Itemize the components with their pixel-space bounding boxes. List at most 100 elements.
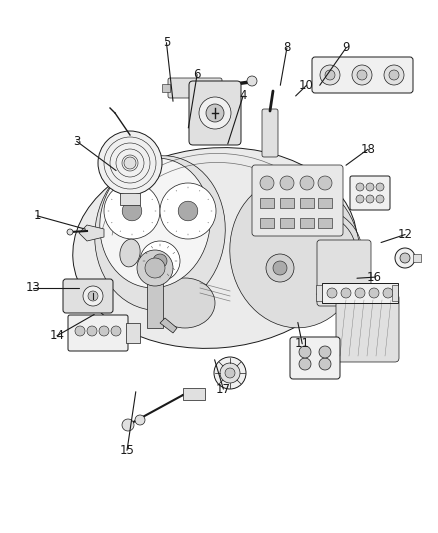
Ellipse shape xyxy=(155,278,215,328)
Bar xyxy=(300,198,314,208)
Circle shape xyxy=(124,157,136,169)
FancyBboxPatch shape xyxy=(252,165,343,236)
Circle shape xyxy=(366,195,374,203)
Circle shape xyxy=(357,70,367,80)
Text: 18: 18 xyxy=(360,143,375,156)
Ellipse shape xyxy=(230,178,360,328)
Circle shape xyxy=(140,241,180,281)
Circle shape xyxy=(88,291,98,301)
Circle shape xyxy=(280,176,294,190)
Ellipse shape xyxy=(100,158,210,288)
FancyBboxPatch shape xyxy=(317,240,371,306)
Bar xyxy=(318,218,332,228)
Circle shape xyxy=(83,286,103,306)
Circle shape xyxy=(153,254,167,268)
Circle shape xyxy=(104,183,160,239)
Bar xyxy=(183,388,205,400)
Bar xyxy=(413,254,421,262)
Text: 6: 6 xyxy=(193,68,201,81)
Bar xyxy=(162,84,170,92)
Text: 3: 3 xyxy=(73,135,80,148)
Circle shape xyxy=(67,229,73,235)
FancyBboxPatch shape xyxy=(262,109,278,157)
Bar xyxy=(280,218,294,228)
Bar xyxy=(260,218,274,228)
Circle shape xyxy=(206,104,224,122)
Text: 9: 9 xyxy=(342,42,350,54)
Polygon shape xyxy=(79,225,104,241)
Circle shape xyxy=(87,326,97,336)
Bar xyxy=(316,285,322,301)
Circle shape xyxy=(220,363,240,383)
Circle shape xyxy=(299,358,311,370)
FancyBboxPatch shape xyxy=(336,294,399,362)
Circle shape xyxy=(266,254,294,282)
Circle shape xyxy=(355,288,365,298)
FancyBboxPatch shape xyxy=(168,78,222,98)
Bar xyxy=(126,323,140,343)
FancyBboxPatch shape xyxy=(63,279,113,313)
Circle shape xyxy=(356,195,364,203)
Bar xyxy=(300,218,314,228)
Circle shape xyxy=(299,346,311,358)
Circle shape xyxy=(384,65,404,85)
Circle shape xyxy=(325,70,335,80)
Circle shape xyxy=(75,326,85,336)
Circle shape xyxy=(369,288,379,298)
Bar xyxy=(322,283,398,303)
FancyBboxPatch shape xyxy=(312,57,413,93)
Circle shape xyxy=(178,201,198,221)
Circle shape xyxy=(356,183,364,191)
Circle shape xyxy=(319,358,331,370)
Circle shape xyxy=(366,183,374,191)
Ellipse shape xyxy=(95,156,225,310)
Circle shape xyxy=(199,97,231,129)
Circle shape xyxy=(214,357,246,389)
Circle shape xyxy=(383,288,393,298)
Circle shape xyxy=(145,258,165,278)
Text: 5: 5 xyxy=(163,36,170,49)
Ellipse shape xyxy=(73,148,357,349)
Bar xyxy=(318,198,332,208)
Circle shape xyxy=(327,288,337,298)
Text: 11: 11 xyxy=(295,337,310,350)
Text: 10: 10 xyxy=(299,79,314,92)
Circle shape xyxy=(135,415,145,425)
Text: 16: 16 xyxy=(367,271,382,284)
Text: 14: 14 xyxy=(49,329,64,342)
Circle shape xyxy=(111,326,121,336)
Circle shape xyxy=(341,288,351,298)
FancyBboxPatch shape xyxy=(68,315,128,351)
Text: 8: 8 xyxy=(283,42,290,54)
Circle shape xyxy=(400,253,410,263)
Bar xyxy=(147,278,163,328)
Text: 1: 1 xyxy=(33,209,41,222)
Ellipse shape xyxy=(120,239,140,267)
Text: 15: 15 xyxy=(120,444,134,457)
Bar xyxy=(280,198,294,208)
FancyBboxPatch shape xyxy=(290,337,340,379)
Bar xyxy=(120,193,140,205)
Text: 17: 17 xyxy=(216,383,231,395)
Circle shape xyxy=(122,419,134,431)
Circle shape xyxy=(376,183,384,191)
Text: 4: 4 xyxy=(239,90,247,102)
Circle shape xyxy=(98,131,162,195)
Text: 12: 12 xyxy=(398,228,413,241)
Circle shape xyxy=(122,201,142,221)
Polygon shape xyxy=(160,318,177,333)
FancyBboxPatch shape xyxy=(189,81,241,145)
Circle shape xyxy=(99,326,109,336)
Bar xyxy=(392,285,398,301)
Circle shape xyxy=(260,176,274,190)
Circle shape xyxy=(318,176,332,190)
Circle shape xyxy=(319,346,331,358)
Text: 13: 13 xyxy=(25,281,40,294)
Circle shape xyxy=(300,176,314,190)
Circle shape xyxy=(320,65,340,85)
Circle shape xyxy=(376,195,384,203)
Bar xyxy=(260,198,274,208)
Circle shape xyxy=(389,70,399,80)
FancyBboxPatch shape xyxy=(350,176,390,210)
Circle shape xyxy=(273,261,287,275)
